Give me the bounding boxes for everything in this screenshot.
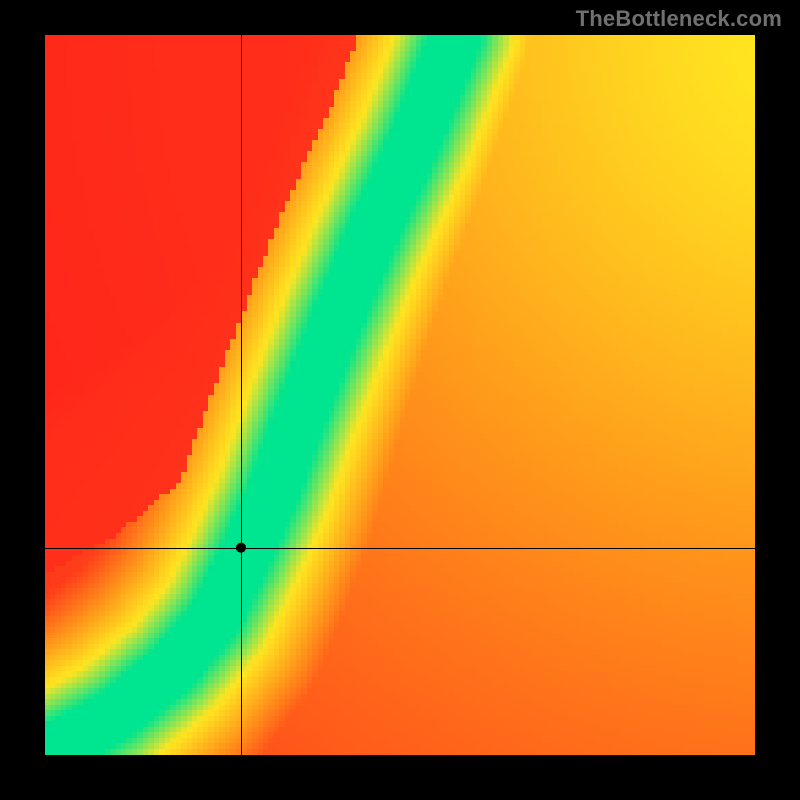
heatmap-canvas — [45, 35, 755, 755]
heatmap-plot — [45, 35, 755, 755]
watermark-text: TheBottleneck.com — [576, 6, 782, 32]
